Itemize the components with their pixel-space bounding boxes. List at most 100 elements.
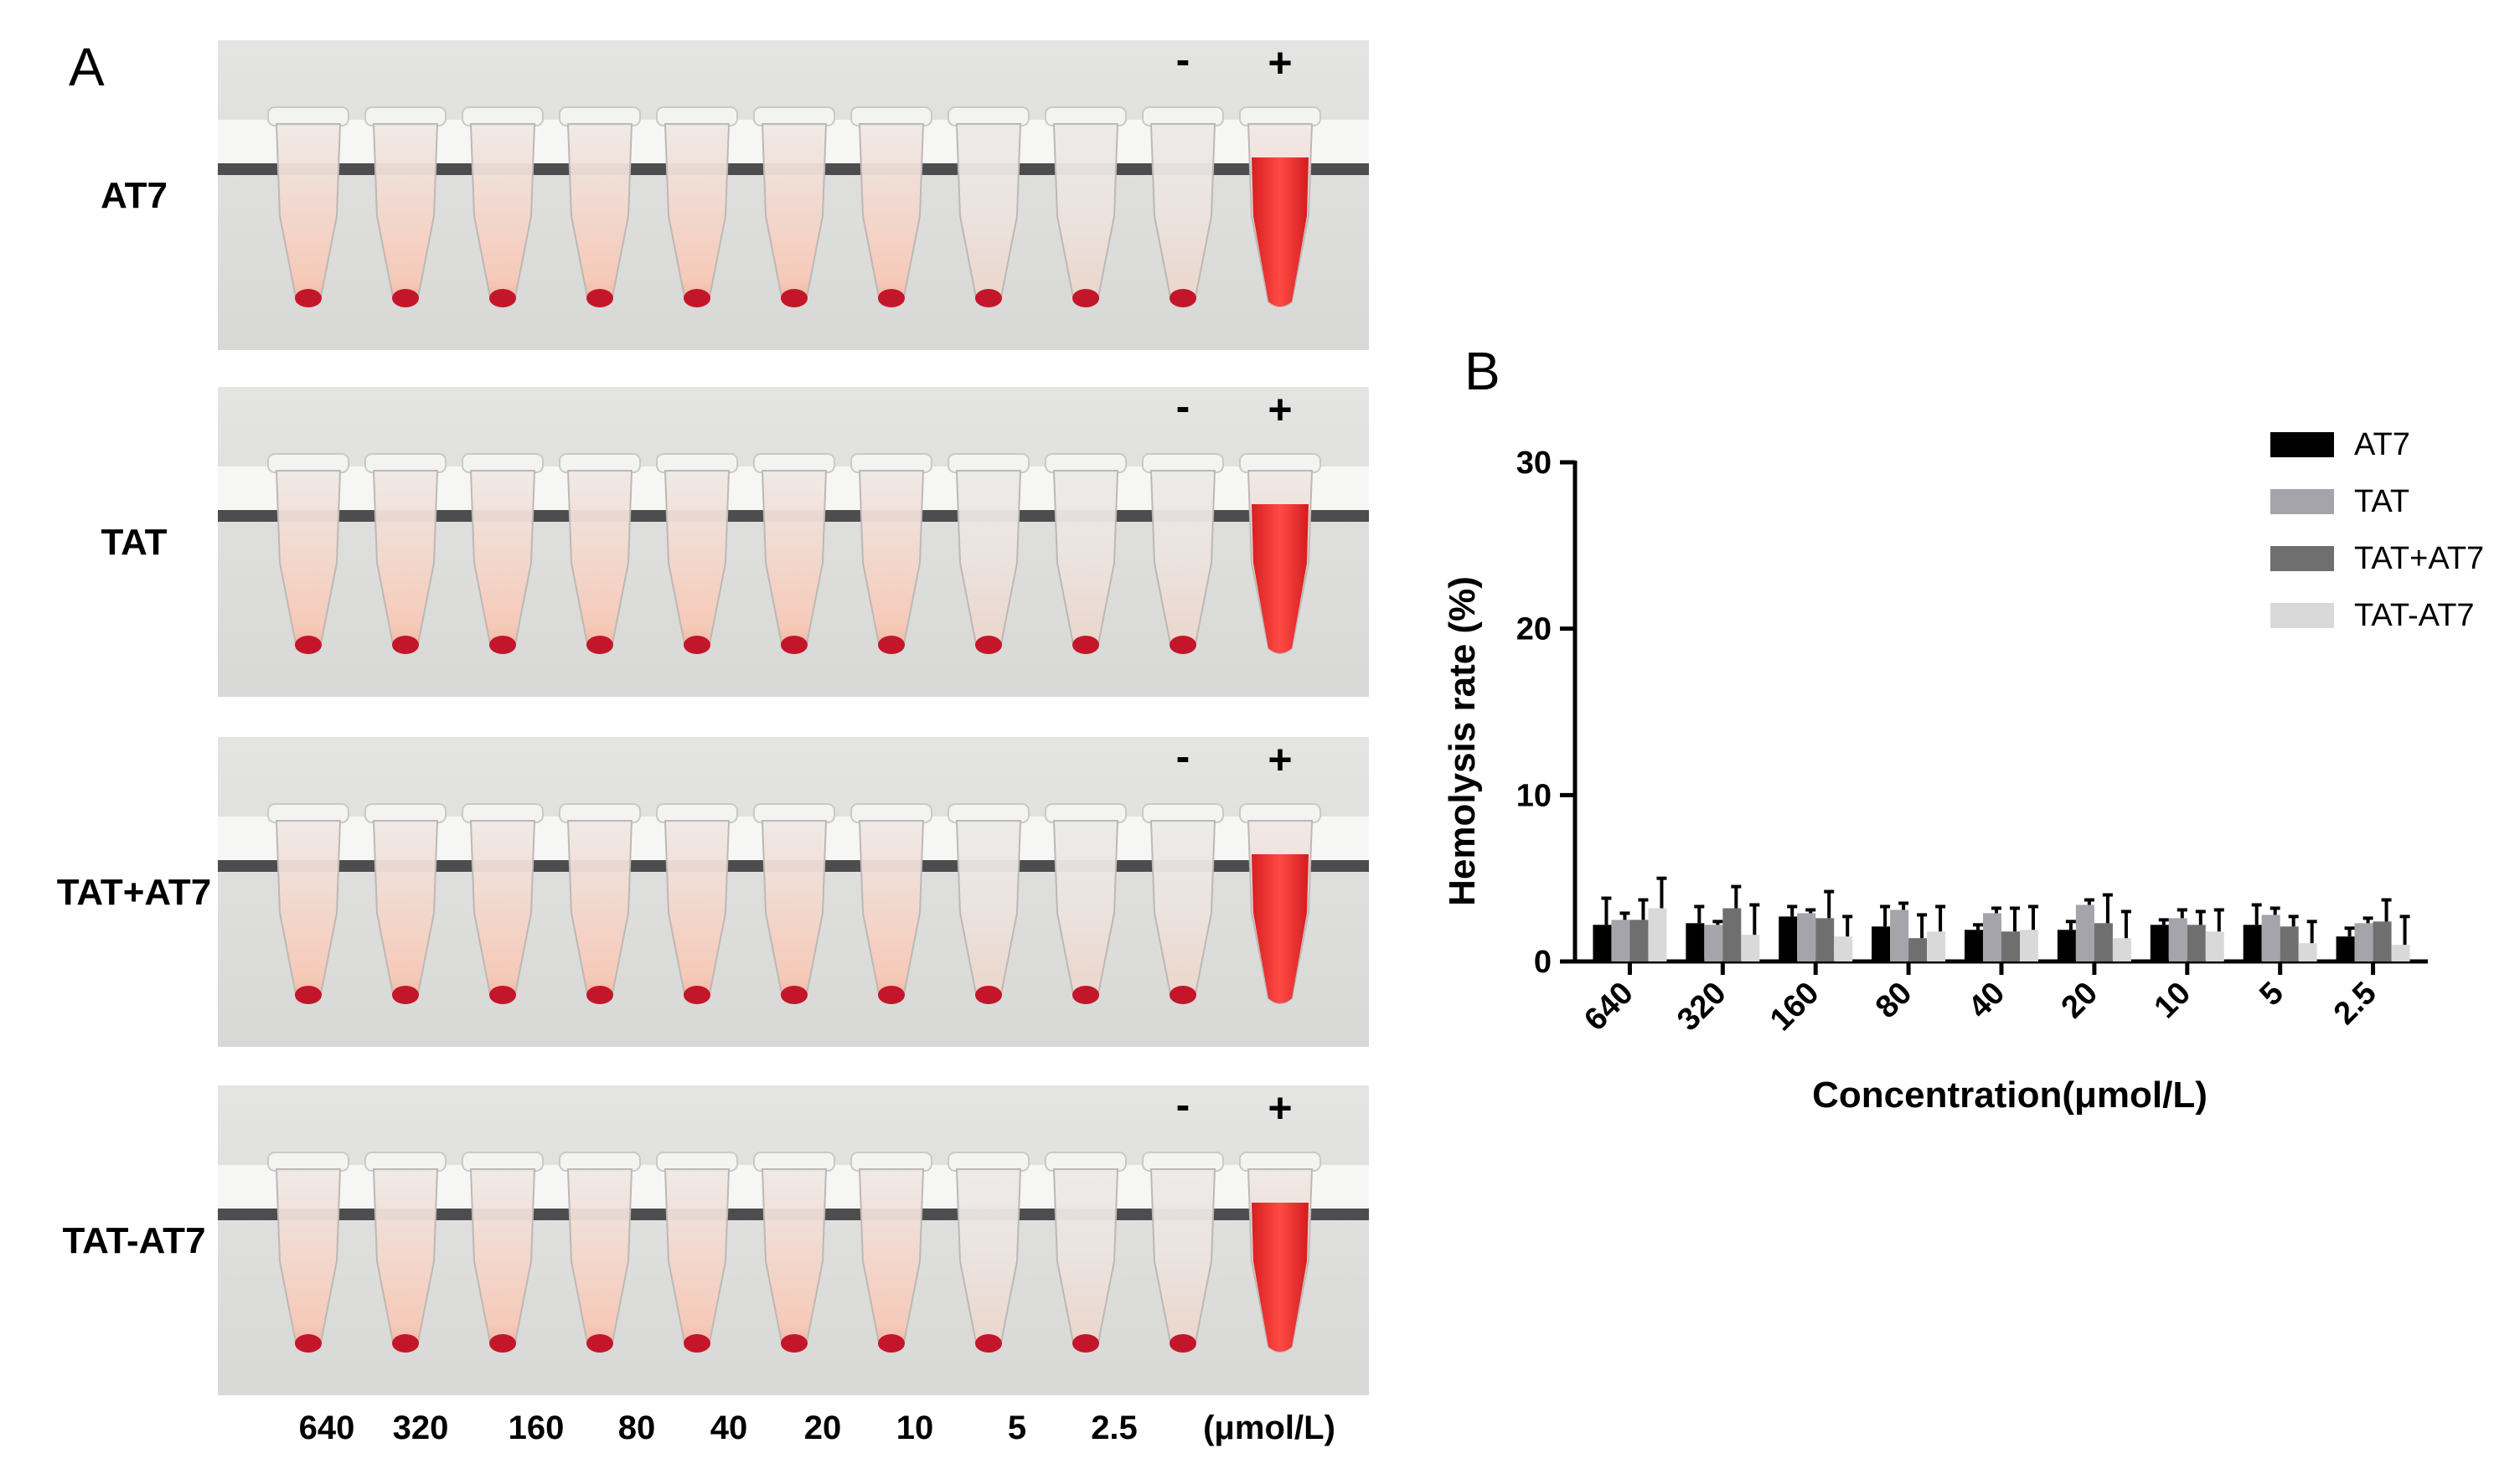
row-label: TAT-AT7 bbox=[62, 1220, 205, 1261]
concentration-label: 5 bbox=[1008, 1410, 1026, 1446]
tube-cap bbox=[559, 106, 641, 126]
photo-row: AT7 - + bbox=[101, 36, 1369, 350]
bar bbox=[2391, 945, 2410, 961]
bar bbox=[2001, 931, 2020, 961]
concentration-label: 320 bbox=[393, 1410, 449, 1446]
rbc-pellet bbox=[1072, 289, 1099, 307]
y-ticks: 0 10 20 30 bbox=[1516, 446, 1575, 980]
tube-cap bbox=[267, 1152, 349, 1172]
bar bbox=[1648, 908, 1667, 961]
bar bbox=[2187, 925, 2206, 961]
bar bbox=[1927, 931, 1946, 961]
tube-cap bbox=[1239, 453, 1321, 473]
sample-tube bbox=[948, 1152, 1030, 1353]
panel-a-letter: A bbox=[69, 37, 105, 97]
bar bbox=[1797, 913, 1816, 961]
rbc-pellet bbox=[1072, 636, 1099, 654]
concentration-label: 40 bbox=[710, 1410, 748, 1446]
legend-label: TAT-AT7 bbox=[2354, 598, 2475, 633]
x-tick-label: 5 bbox=[2253, 976, 2290, 1013]
rbc-pellet bbox=[1170, 1334, 1196, 1353]
unit-label: (μmol/L) bbox=[1203, 1410, 1335, 1446]
rbc-pellet bbox=[392, 289, 419, 307]
sample-tube bbox=[850, 106, 932, 307]
x-tick-label: 40 bbox=[1962, 976, 2012, 1026]
bar bbox=[2020, 930, 2038, 961]
rbc-pellet bbox=[586, 1334, 613, 1353]
rbc-pellet bbox=[975, 986, 1002, 1004]
tube-cap bbox=[656, 453, 738, 473]
concentration-label: 160 bbox=[509, 1410, 565, 1446]
bars bbox=[1593, 876, 2410, 961]
sample-tube bbox=[462, 803, 544, 1004]
y-tick-label: 0 bbox=[1534, 945, 1552, 980]
tube-cap bbox=[1142, 803, 1224, 823]
positive-control-sign: + bbox=[1268, 1085, 1292, 1131]
positive-control-tube bbox=[1239, 106, 1321, 307]
sample-tube bbox=[267, 106, 349, 307]
panel-b-letter: B bbox=[1464, 341, 1500, 401]
bar bbox=[1965, 930, 1983, 961]
bar bbox=[2261, 915, 2280, 961]
concentration-labels: 640 320 160 80 40 20 10 5 2.5 (μmol/L) bbox=[299, 1410, 1335, 1446]
sample-tube bbox=[559, 803, 641, 1004]
sample-tube bbox=[656, 106, 738, 307]
negative-control-sign: - bbox=[1176, 1081, 1190, 1128]
bar bbox=[1704, 925, 1723, 961]
tube-cap bbox=[462, 106, 544, 126]
sample-tube bbox=[1045, 803, 1127, 1004]
x-tick-label: 80 bbox=[1869, 976, 1919, 1026]
y-axis-title: Hemolysis rate (%) bbox=[1442, 576, 1483, 906]
rbc-pellet bbox=[878, 289, 905, 307]
tube-cap bbox=[1142, 453, 1224, 473]
x-tick-label: 640 bbox=[1578, 976, 1640, 1038]
sample-tube bbox=[850, 803, 932, 1004]
x-tick-label: 20 bbox=[2055, 976, 2105, 1026]
rbc-pellet bbox=[878, 636, 905, 654]
x-tick-label: 2.5 bbox=[2327, 976, 2383, 1032]
sample-tube bbox=[1045, 1152, 1127, 1353]
negative-control-sign: - bbox=[1176, 36, 1190, 83]
rbc-pellet bbox=[684, 986, 710, 1004]
rbc-pellet bbox=[392, 636, 419, 654]
rbc-pellet bbox=[1170, 636, 1196, 654]
tube-cap bbox=[850, 803, 932, 823]
tube-cap bbox=[267, 106, 349, 126]
sample-tube bbox=[753, 1152, 835, 1353]
tube-cap bbox=[656, 803, 738, 823]
sample-tube bbox=[656, 453, 738, 654]
rbc-pellet bbox=[975, 636, 1002, 654]
negative-control-sign: - bbox=[1176, 383, 1190, 430]
tube-cap bbox=[364, 803, 447, 823]
legend-label: TAT bbox=[2354, 484, 2409, 519]
bar bbox=[1834, 936, 1853, 961]
bar bbox=[1815, 918, 1835, 961]
tube-cap bbox=[1142, 1152, 1224, 1172]
y-tick-label: 10 bbox=[1516, 778, 1552, 813]
rbc-pellet bbox=[878, 1334, 905, 1353]
tube-cap bbox=[1045, 803, 1127, 823]
legend: AT7 TAT TAT+AT7 TAT-AT7 bbox=[2270, 427, 2484, 633]
rbc-pellet bbox=[295, 636, 322, 654]
rbc-pellet bbox=[392, 986, 419, 1004]
tube-cap bbox=[753, 453, 835, 473]
tube-cap bbox=[1239, 1152, 1321, 1172]
sample-tube bbox=[850, 453, 932, 654]
concentration-label: 10 bbox=[896, 1410, 934, 1446]
lysed-red-liquid bbox=[1252, 854, 1309, 1003]
tube-cap bbox=[948, 106, 1030, 126]
rbc-pellet bbox=[586, 289, 613, 307]
tube-cap bbox=[850, 106, 932, 126]
sample-tube bbox=[753, 453, 835, 654]
sample-tube bbox=[1142, 803, 1224, 1004]
tube-cap bbox=[462, 803, 544, 823]
tube-cap bbox=[267, 453, 349, 473]
sample-tube bbox=[656, 803, 738, 1004]
positive-control-tube bbox=[1239, 453, 1321, 654]
bar bbox=[2243, 925, 2262, 961]
bar bbox=[2298, 943, 2317, 961]
bar bbox=[2168, 918, 2187, 961]
bar bbox=[1741, 935, 1760, 961]
rbc-pellet bbox=[781, 289, 808, 307]
bar bbox=[1908, 938, 1928, 961]
